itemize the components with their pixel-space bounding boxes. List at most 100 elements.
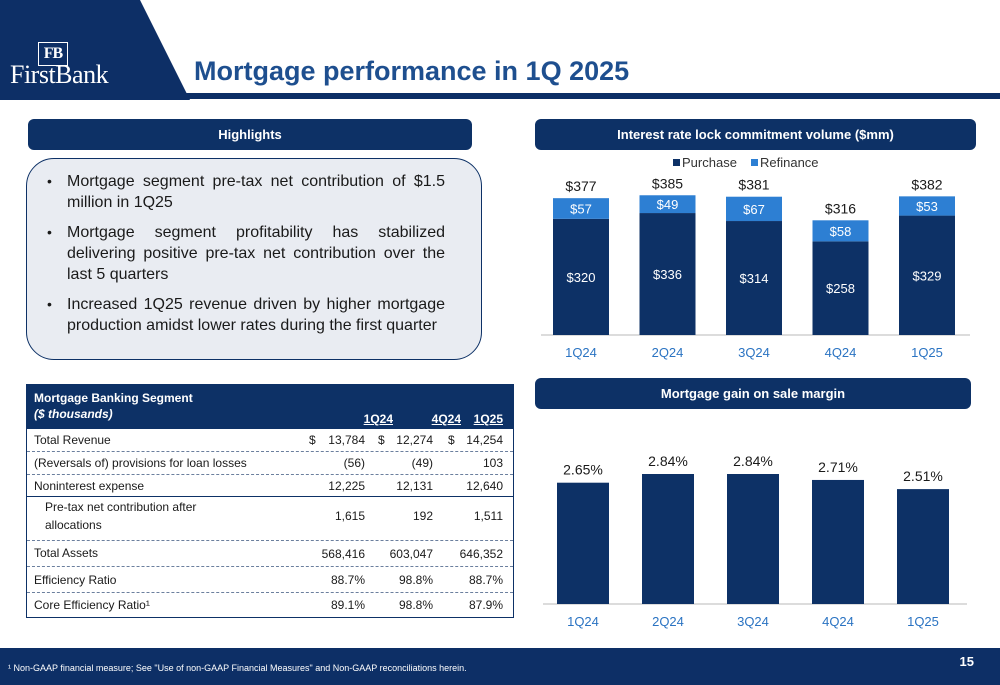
cell: 103 bbox=[482, 456, 503, 470]
cell: 12,640 bbox=[466, 479, 503, 493]
purchase-data-label: $329 bbox=[913, 268, 942, 283]
data-label: 2.51% bbox=[903, 468, 943, 484]
total-data-label: $382 bbox=[911, 176, 942, 192]
row-divider bbox=[27, 451, 513, 452]
row-label: Total Revenue bbox=[34, 433, 111, 447]
table-col-label: 1Q24 bbox=[363, 412, 393, 426]
bar-purchase bbox=[726, 221, 782, 335]
page-number: 15 bbox=[959, 654, 974, 669]
purchase-data-label: $258 bbox=[826, 281, 855, 296]
cell: 98.8% bbox=[398, 573, 433, 587]
cell: (49) bbox=[411, 456, 433, 470]
logo-monogram: FB bbox=[38, 42, 68, 66]
table-title: Mortgage Banking Segment bbox=[34, 391, 193, 405]
refinance-data-label: $67 bbox=[743, 202, 765, 217]
logo-background bbox=[0, 0, 190, 100]
cell: 98.8% bbox=[398, 598, 433, 612]
refinance-data-label: $57 bbox=[570, 202, 592, 217]
irlc-chart-heading: Interest rate lock commitment volume ($m… bbox=[535, 119, 976, 150]
row-label: Total Assets bbox=[34, 546, 99, 560]
x-tick-label: 2Q24 bbox=[652, 614, 684, 629]
refinance-data-label: $58 bbox=[830, 224, 852, 239]
row-divider bbox=[27, 592, 513, 593]
highlights-box: Mortgage segment pre-tax net contributio… bbox=[26, 158, 482, 360]
bar-refinance bbox=[899, 196, 955, 216]
cell: 87.9% bbox=[468, 598, 503, 612]
gain-on-sale-chart: 2.65% 1Q24 2.84% 2Q24 2.84% 3Q24 2.71% 4Q24 2.51… bbox=[543, 453, 967, 629]
table-row: Pre-tax net contribution after allocatio… bbox=[27, 500, 513, 534]
highlight-bullet-3: Increased 1Q25 revenue driven by higher … bbox=[47, 294, 445, 336]
x-tick-label: 1Q25 bbox=[911, 345, 943, 360]
row-label: Efficiency Ratio bbox=[34, 573, 117, 587]
bar-purchase bbox=[812, 241, 869, 335]
bar-refinance bbox=[812, 220, 869, 242]
row-divider bbox=[27, 496, 513, 497]
row-divider bbox=[27, 540, 513, 541]
cell: 1,615 bbox=[334, 509, 365, 523]
row-divider bbox=[27, 566, 513, 567]
bar-refinance bbox=[726, 196, 782, 222]
cell: 14,254 bbox=[466, 433, 503, 447]
logo-name: FirstBank bbox=[10, 60, 109, 89]
refinance-data-label: $53 bbox=[916, 199, 938, 214]
table-col-label: 4Q24 bbox=[431, 412, 461, 426]
bar bbox=[812, 479, 864, 604]
x-tick-label: 4Q24 bbox=[822, 614, 854, 629]
cell: 88.7% bbox=[468, 573, 503, 587]
cell: 12,225 bbox=[328, 479, 365, 493]
footer-bar bbox=[0, 648, 1000, 685]
x-tick-label: 4Q24 bbox=[825, 345, 857, 360]
row-label: Core Efficiency Ratio¹ bbox=[34, 598, 150, 612]
x-tick-label: 1Q25 bbox=[907, 614, 939, 629]
legend-label: Purchase bbox=[682, 155, 737, 170]
x-tick-label: 3Q24 bbox=[738, 345, 770, 360]
x-tick-label: 1Q24 bbox=[565, 345, 597, 360]
irlc-volume-chart: Purchase Refinance $320 $57 $377 1Q24 $336 $49 $… bbox=[541, 155, 970, 360]
row-label: Noninterest expense bbox=[34, 479, 145, 493]
table-subtitle: ($ thousands) bbox=[34, 407, 113, 421]
gos-chart-heading: Mortgage gain on sale margin bbox=[535, 378, 971, 409]
table-col-label: 1Q25 bbox=[473, 412, 503, 426]
x-tick-label: 3Q24 bbox=[737, 614, 769, 629]
table-col-header: 1Q24 bbox=[331, 412, 393, 426]
row-label-continued: allocations bbox=[45, 518, 102, 532]
x-tick-label: 2Q24 bbox=[652, 345, 684, 360]
table-col-header: 1Q25 bbox=[441, 412, 503, 426]
cell: 12,274 bbox=[396, 433, 433, 447]
row-label: Pre-tax net contribution after bbox=[45, 500, 197, 514]
dollar-sign: $ bbox=[448, 433, 455, 447]
data-label: 2.65% bbox=[563, 462, 603, 478]
x-tick-label: 1Q24 bbox=[567, 614, 599, 629]
data-label: 2.84% bbox=[733, 453, 773, 469]
page-title: Mortgage performance in 1Q 2025 bbox=[194, 56, 630, 86]
legend-label: Refinance bbox=[760, 155, 819, 170]
dollar-sign: $ bbox=[309, 433, 316, 447]
table-col-header: 4Q24 bbox=[399, 412, 461, 426]
cell: 646,352 bbox=[459, 547, 503, 561]
data-label: 2.71% bbox=[818, 459, 858, 475]
cell: 12,131 bbox=[396, 479, 433, 493]
cell: 1,511 bbox=[473, 509, 503, 523]
bar-refinance bbox=[553, 198, 609, 219]
bar bbox=[642, 474, 694, 604]
highlights-heading: Highlights bbox=[28, 119, 472, 150]
refinance-data-label: $49 bbox=[657, 197, 679, 212]
table-header: Mortgage Banking Segment ($ thousands) 1… bbox=[27, 385, 513, 429]
cell: 88.7% bbox=[330, 573, 365, 587]
cell: 89.1% bbox=[330, 598, 365, 612]
bar-purchase bbox=[553, 218, 609, 335]
total-data-label: $316 bbox=[825, 200, 856, 216]
legend-swatch bbox=[751, 159, 758, 166]
bar bbox=[557, 482, 609, 604]
highlight-bullet-1: Mortgage segment pre-tax net contributio… bbox=[47, 171, 445, 213]
header-rule bbox=[180, 93, 1000, 99]
cell: 568,416 bbox=[321, 547, 365, 561]
bar-purchase bbox=[899, 215, 955, 335]
purchase-data-label: $336 bbox=[653, 267, 682, 282]
bar bbox=[897, 489, 949, 604]
dollar-sign: $ bbox=[378, 433, 385, 447]
total-data-label: $377 bbox=[565, 178, 596, 194]
purchase-data-label: $320 bbox=[567, 270, 596, 285]
cell: (56) bbox=[343, 456, 365, 470]
data-label: 2.84% bbox=[648, 453, 688, 469]
